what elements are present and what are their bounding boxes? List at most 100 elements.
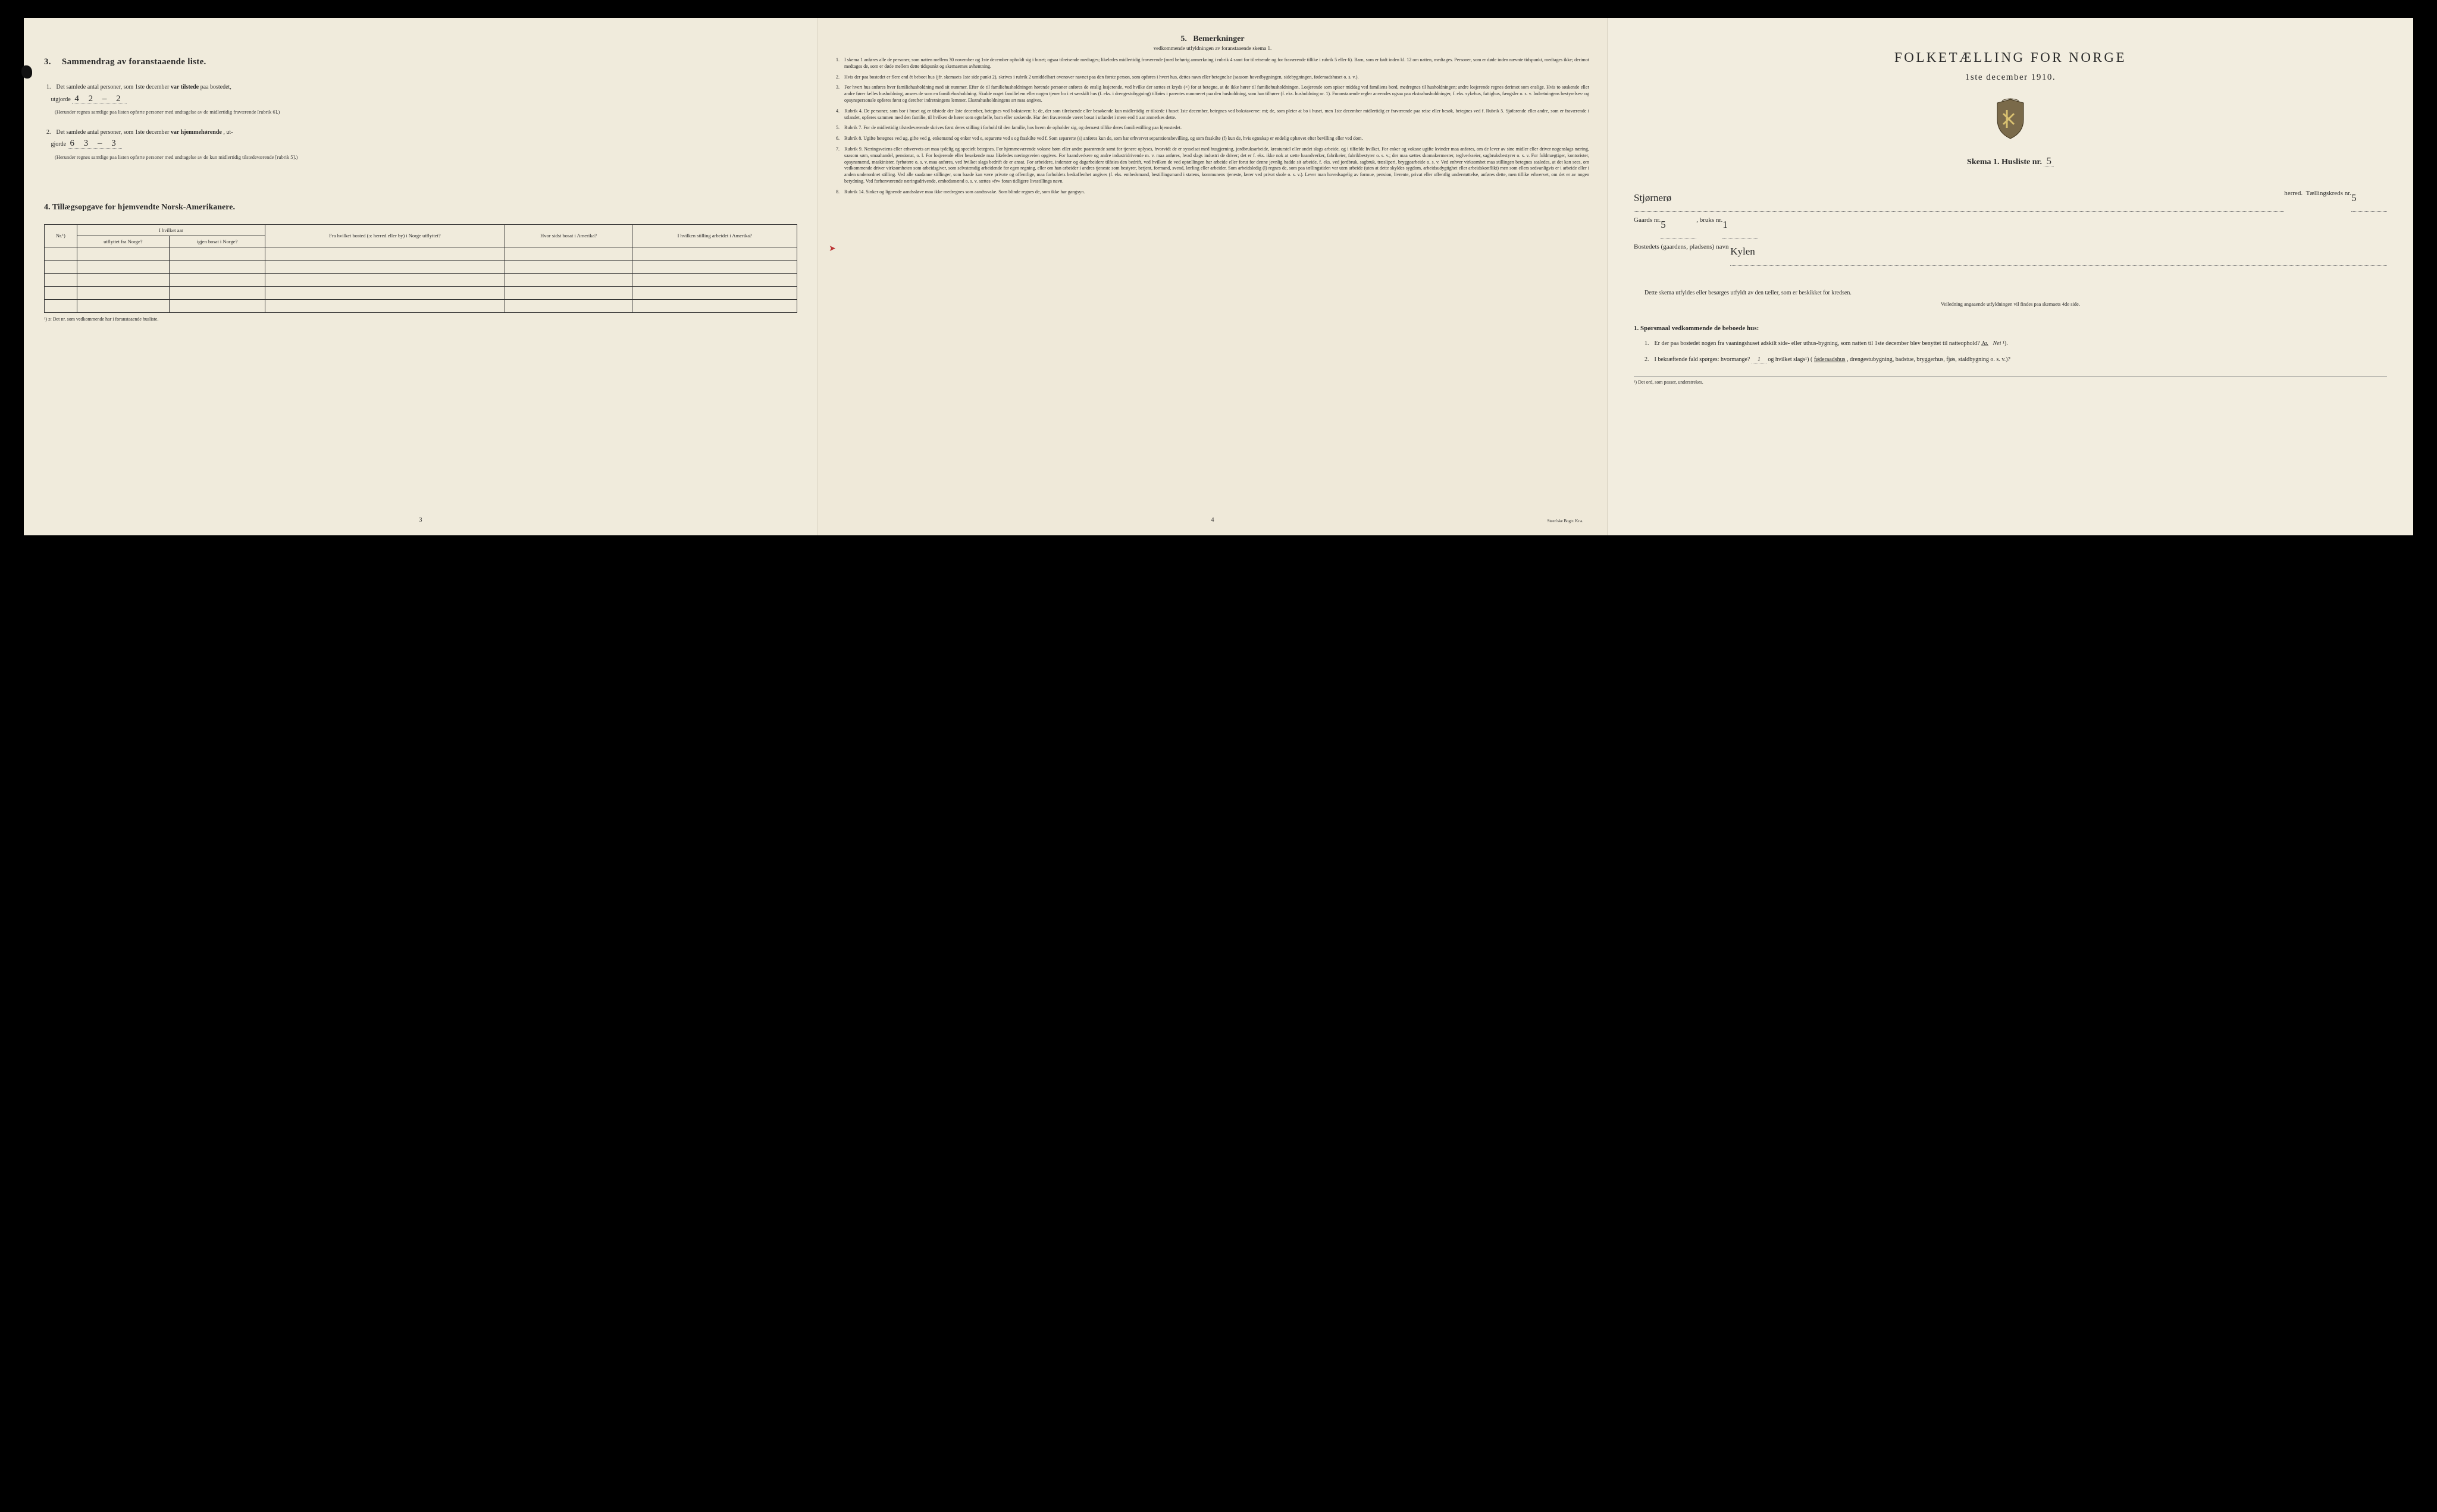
col-position: I hvilken stilling arbeidet i Amerika? [632, 224, 797, 247]
section-5-subtitle: vedkommende utfyldningen av foranstaaend… [836, 45, 1589, 51]
item-1-handwritten: 4 2 – 2 [72, 94, 126, 104]
remark-number: 4. [836, 108, 843, 115]
table-cell [169, 260, 265, 273]
remark-item: 6. Rubrik 8. Ugifte betegnes ved ug, gif… [836, 136, 1589, 142]
q2-text2: og hvilket slags¹) ( [1768, 356, 1812, 363]
census-date: 1ste december 1910. [1634, 73, 2387, 83]
q2-text: I bekræftende fald spørges: hvormange? [1655, 356, 1752, 363]
section-3-list: 1. Det samlede antal personer, som 1ste … [46, 83, 797, 161]
norwegian-americans-table: Nr.¹) I hvilket aar Fra hvilket bosted (… [44, 224, 797, 313]
col-from: Fra hvilket bosted (ɔ: herred eller by) … [265, 224, 505, 247]
instruction-subtext: Veiledning angaaende utfyldningen vil fi… [1634, 301, 2387, 307]
table-head: Nr.¹) I hvilket aar Fra hvilket bosted (… [45, 224, 797, 247]
table-cell [505, 273, 632, 286]
section-5-title: Bemerkninger [1193, 34, 1244, 43]
section-5-number: 5. [1180, 34, 1187, 43]
gaard-handwritten: 5 [1661, 212, 1696, 239]
red-pencil-mark: ➤ [829, 244, 836, 254]
q2-handwritten: 1 [1752, 356, 1766, 363]
table-cell [632, 299, 797, 312]
table-row [45, 273, 797, 286]
right-footnote: ¹) Det ord, som passer, understrekes. [1634, 377, 2387, 385]
page-3: 3. Sammendrag av foranstaaende liste. 1.… [24, 18, 818, 535]
question-header-num: 1. [1634, 325, 1639, 332]
table-cell [505, 247, 632, 260]
q2-text3: , drengestubygning, badstue, bryggerhus,… [1847, 356, 2010, 363]
remark-item: 2. Hvis der paa bostedet er flere end ét… [836, 74, 1589, 81]
remark-item: 4. Rubrik 4. De personer, som bor i huse… [836, 108, 1589, 121]
q2-index: 2. [1644, 355, 1653, 365]
question-2: 2. I bekræftende fald spørges: hvormange… [1644, 355, 2387, 365]
remark-item: 7. Rubrik 9. Næringsveiens eller erhverv… [836, 146, 1589, 185]
table-cell [265, 273, 505, 286]
table-cell [45, 273, 77, 286]
remark-number: 3. [836, 84, 843, 91]
remark-item: 5. Rubrik 7. For de midlertidig tilstede… [836, 125, 1589, 131]
herred-handwritten: Stjørnerø [1634, 185, 2284, 212]
item-1-bold: var tilstede [171, 84, 199, 90]
col-where: Hvor sidst bosat i Amerika? [505, 224, 632, 247]
remark-item: 1. I skema 1 anføres alle de personer, s… [836, 57, 1589, 70]
item-2-post: , ut- [223, 129, 233, 136]
page-4: 5. Bemerkninger vedkommende utfyldningen… [818, 18, 1608, 535]
remark-number: 5. [836, 125, 843, 131]
table-cell [265, 247, 505, 260]
table-cell [77, 299, 169, 312]
section-3-title: Sammendrag av foranstaaende liste. [62, 57, 206, 67]
table-row [45, 299, 797, 312]
remarks-list: 1. I skema 1 anføres alle de personer, s… [836, 57, 1589, 196]
herred-row: Stjørnerø herred. Tællingskreds nr. 5 [1634, 185, 2387, 212]
item-2-bold: var hjemmehørende [171, 129, 222, 136]
table-cell [632, 247, 797, 260]
question-header-text: Spørsmaal vedkommende de beboede hus: [1640, 325, 1759, 332]
section-4-title: Tillægsopgave for hjemvendte Norsk-Ameri… [52, 203, 235, 212]
section-4-number: 4. [44, 203, 51, 212]
page-number-3: 3 [419, 517, 422, 523]
table-cell [169, 299, 265, 312]
bosted-label: Bostedets (gaardens, pladsens) navn [1634, 239, 1728, 265]
gaard-row: Gaards nr. 5 , bruks nr. 1 [1634, 212, 2387, 239]
table-cell [505, 299, 632, 312]
q1-index: 1. [1644, 339, 1653, 349]
remark-item: 8. Rubrik 14. Sinker og lignende aandssl… [836, 189, 1589, 196]
table-cell [77, 286, 169, 299]
remark-item: 3. For hvert hus anføres hver familiehus… [836, 84, 1589, 103]
section-3-number: 3. [44, 57, 51, 67]
ink-blot [21, 65, 32, 79]
schema-line: Skema 1. Husliste nr. 5 [1634, 155, 2387, 167]
table-cell [45, 260, 77, 273]
table-cell [265, 286, 505, 299]
table-cell [169, 273, 265, 286]
kreds-handwritten: 5 [2351, 185, 2387, 212]
remark-number: 1. [836, 57, 843, 64]
q1-sup: ¹). [2003, 340, 2008, 347]
schema-label: Skema 1. Husliste nr. [1967, 158, 2042, 167]
item-1-post: paa bostedet, [201, 84, 231, 90]
page-number-4: 4 [1211, 517, 1214, 523]
question-1: 1. Er der paa bostedet nogen fra vaaning… [1644, 339, 2387, 349]
col-returned: igjen bosat i Norge? [169, 236, 265, 247]
table-cell [169, 247, 265, 260]
item-2-handwritten: 6 3 – 3 [68, 139, 122, 149]
table-cell [169, 286, 265, 299]
col-emigrated: utflyttet fra Norge? [77, 236, 169, 247]
questions-list: 1. Er der paa bostedet nogen fra vaaning… [1644, 339, 2387, 365]
three-page-spread: 3. Sammendrag av foranstaaende liste. 1.… [24, 18, 2413, 535]
remark-number: 7. [836, 146, 843, 153]
item-2-label: gjorde [51, 141, 67, 148]
table-cell [77, 247, 169, 260]
bosted-handwritten: Kylen [1730, 239, 2387, 265]
census-title: FOLKETÆLLING FOR NORGE [1634, 50, 2387, 65]
coat-of-arms-icon [1994, 98, 2027, 140]
table-cell [505, 286, 632, 299]
q1-text: Er der paa bostedet nogen fra vaaningshu… [1655, 340, 1982, 347]
summary-item-2: 2. Det samlede antal personer, som 1ste … [46, 128, 797, 161]
herred-label: herred. [2284, 185, 2303, 212]
kreds-label: Tællingskreds nr. [2306, 185, 2351, 212]
table-cell [45, 299, 77, 312]
table-cell [632, 273, 797, 286]
remark-number: 6. [836, 136, 843, 142]
item-1-label: utgjorde [51, 96, 71, 103]
col-nr: Nr.¹) [45, 224, 77, 247]
remark-number: 8. [836, 189, 843, 196]
